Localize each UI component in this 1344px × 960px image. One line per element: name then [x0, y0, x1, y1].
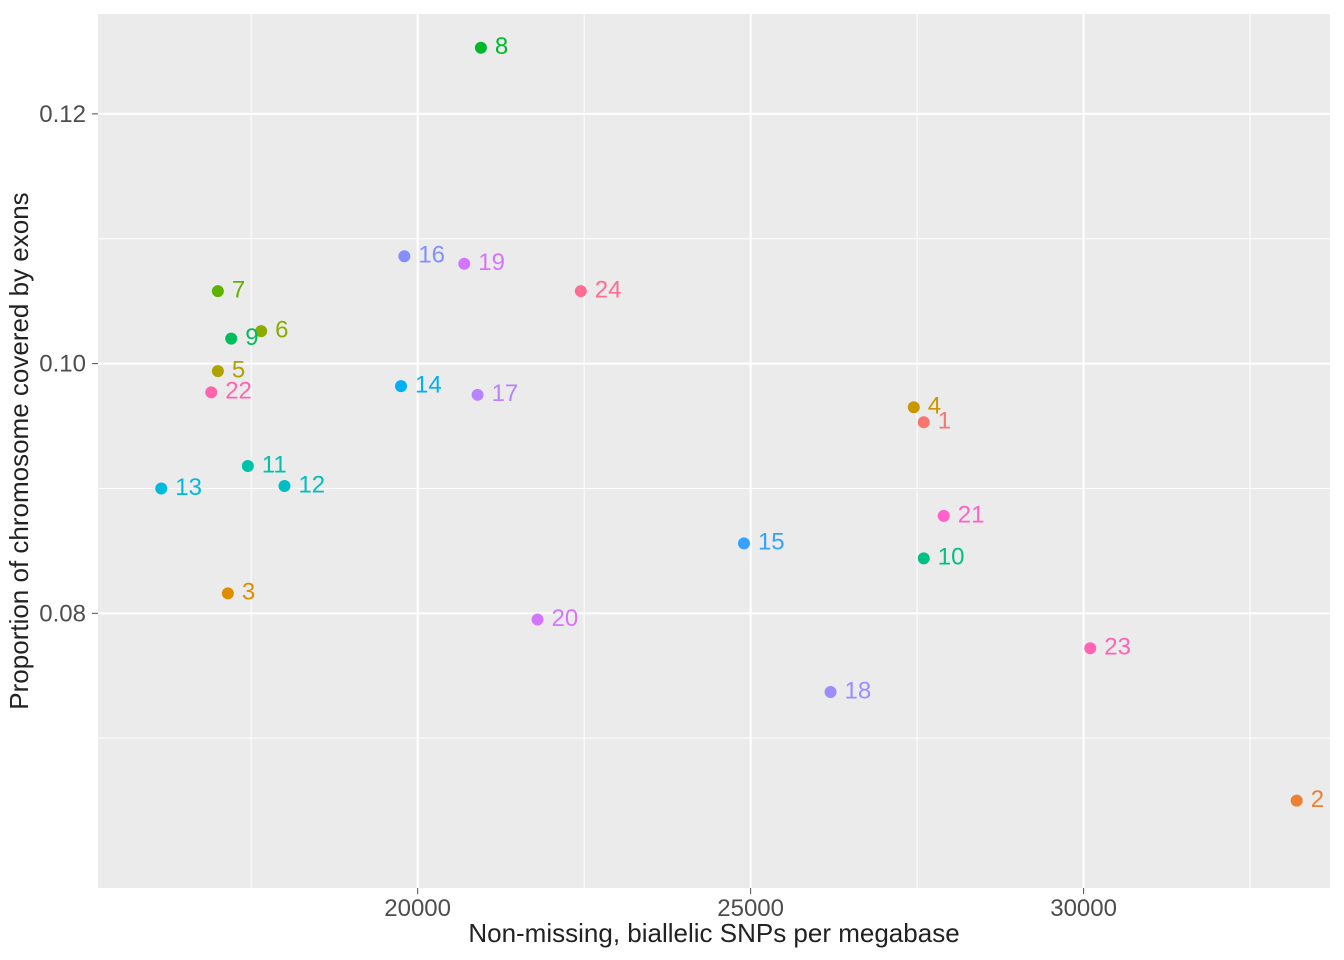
data-point: 10 — [918, 552, 930, 564]
data-point-label: 20 — [552, 605, 579, 632]
data-point: 3 — [222, 587, 234, 599]
scatter-chart: 2000025000300000.080.100.12Non-missing, … — [0, 0, 1344, 960]
y-tick-label: 0.08 — [39, 600, 86, 627]
x-axis-title: Non-missing, biallelic SNPs per megabase — [468, 918, 959, 948]
data-point: 18 — [825, 686, 837, 698]
data-point-label: 8 — [495, 33, 508, 60]
data-point: 13 — [155, 482, 167, 494]
data-point: 7 — [212, 285, 224, 297]
data-point-label: 15 — [758, 529, 785, 556]
data-point-label: 23 — [1104, 634, 1131, 661]
data-point-label: 2 — [1311, 786, 1324, 813]
data-point: 15 — [738, 537, 750, 549]
data-point-label: 6 — [275, 316, 288, 343]
data-point: 19 — [458, 258, 470, 270]
data-point: 12 — [278, 480, 290, 492]
data-point: 4 — [908, 401, 920, 413]
data-point: 23 — [1084, 642, 1096, 654]
data-point-label: 12 — [298, 471, 325, 498]
data-point: 14 — [395, 380, 407, 392]
data-point: 9 — [225, 333, 237, 345]
data-point-label: 14 — [415, 371, 442, 398]
data-point: 17 — [472, 389, 484, 401]
data-point: 20 — [532, 614, 544, 626]
data-point: 24 — [575, 285, 587, 297]
y-tick-label: 0.10 — [39, 351, 86, 378]
data-point-label: 13 — [175, 474, 202, 501]
data-point-label: 22 — [225, 378, 252, 405]
data-point-label: 24 — [595, 277, 622, 304]
chart-svg: 2000025000300000.080.100.12Non-missing, … — [0, 0, 1344, 960]
data-point-label: 9 — [245, 324, 258, 351]
data-point-label: 18 — [845, 677, 872, 704]
data-point: 22 — [205, 386, 217, 398]
data-point-label: 11 — [262, 451, 287, 478]
data-point: 11 — [242, 460, 254, 472]
data-point-label: 17 — [492, 380, 519, 407]
data-point: 2 — [1291, 795, 1303, 807]
x-tick-label: 30000 — [1050, 895, 1117, 922]
data-point-label: 16 — [418, 242, 445, 269]
y-tick-label: 0.12 — [39, 101, 86, 128]
data-point: 16 — [398, 250, 410, 262]
x-tick-label: 20000 — [384, 895, 451, 922]
y-axis-title: Proportion of chromosome covered by exon… — [4, 192, 34, 709]
data-point-label: 19 — [478, 249, 505, 276]
data-point-label: 10 — [938, 544, 965, 571]
data-point-label: 3 — [242, 579, 255, 606]
data-point-label: 21 — [958, 501, 985, 528]
data-point: 8 — [475, 42, 487, 54]
data-point-label: 7 — [232, 277, 245, 304]
data-point-label: 4 — [928, 393, 941, 420]
data-point: 21 — [938, 510, 950, 522]
data-point: 5 — [212, 365, 224, 377]
